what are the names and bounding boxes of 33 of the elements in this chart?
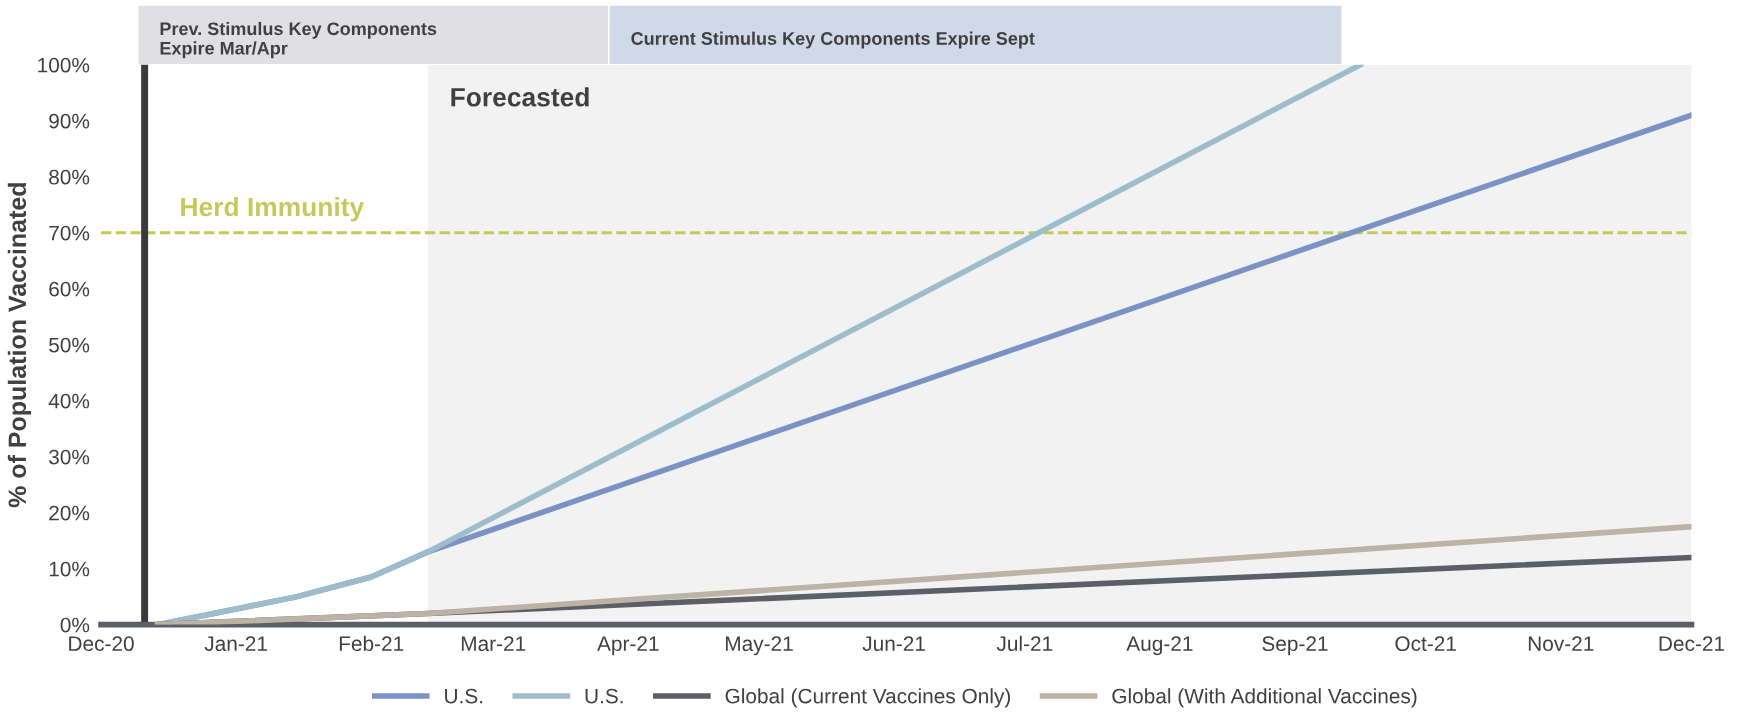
x-tick-label: Sep-21	[1262, 636, 1328, 656]
y-tick-label: 60%	[49, 281, 90, 297]
y-tick-label: 50%	[49, 337, 90, 353]
x-tick-label: Jan-21	[204, 636, 267, 652]
legend-label: Global (With Additional Vaccines)	[1112, 688, 1417, 708]
y-tick-label: 80%	[49, 169, 90, 185]
x-tick-label: May-21	[725, 636, 793, 656]
x-tick-label: Jun-21	[862, 636, 925, 652]
legend-label: U.S.	[445, 688, 483, 704]
legend-label: U.S.	[585, 688, 623, 704]
x-tick-label: Apr-21	[597, 636, 659, 656]
x-tick-label: Dec-21	[1659, 636, 1725, 652]
legend-label: Global (Current Vaccines Only)	[725, 688, 1011, 708]
text: Current Stimulus Key Components Expire Sept	[631, 31, 1035, 49]
y-tick-label: 20%	[49, 505, 90, 521]
x-tick-label: Oct-21	[1395, 636, 1456, 652]
band-label: Forecasted	[451, 87, 589, 107]
y-axis-title: % of Population Vaccinated	[7, 183, 32, 508]
y-tick-label: 0%	[60, 617, 90, 633]
y-tick-label: 30%	[49, 449, 90, 465]
x-tick-label: Nov-21	[1528, 636, 1594, 652]
x-tick-label: Feb-21	[339, 635, 404, 652]
x-tick-label: Dec-20	[69, 636, 134, 652]
y-tick-label: 40%	[48, 393, 90, 409]
text: Prev. Stimulus Key Components Expire Mar/Apr	[160, 21, 437, 59]
y-tick-label: 10%	[49, 561, 90, 577]
y-tick-label: 90%	[49, 113, 90, 129]
y-tick-label: 70%	[49, 225, 90, 241]
x-tick-label: Aug-21	[1126, 636, 1193, 656]
y-tick-label: 100%	[38, 57, 90, 73]
ref-line-label: Herd Immunity	[181, 196, 365, 222]
x-tick-label: Jul-21	[996, 635, 1053, 652]
x-tick-label: Mar-21	[461, 636, 526, 652]
